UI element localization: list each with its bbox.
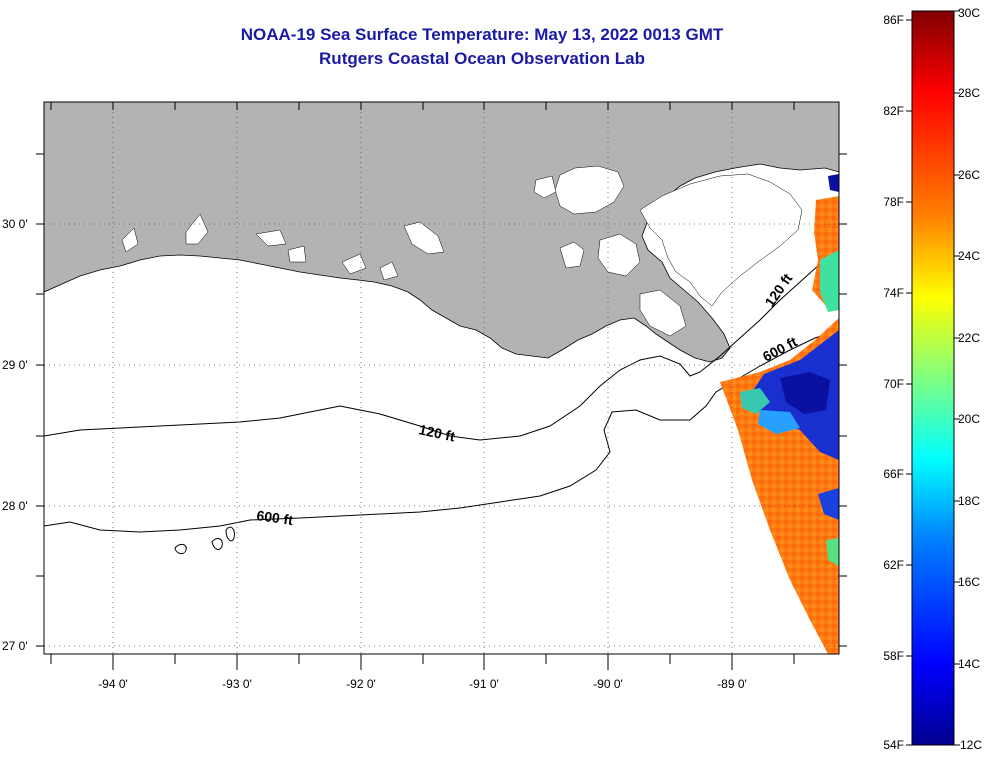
contour-label-120ft: 120 ft bbox=[417, 421, 456, 444]
colorbar-c-label: 30C bbox=[958, 6, 980, 20]
colorbar-c-label: 28C bbox=[958, 86, 980, 100]
colorbar-c-label: 24C bbox=[958, 249, 980, 263]
graticule bbox=[44, 102, 839, 654]
colorbar-f-label: 54F bbox=[883, 738, 904, 752]
lat-label: 27 0' bbox=[2, 639, 28, 653]
sst-swath bbox=[720, 174, 839, 654]
colorbar-f-label: 74F bbox=[883, 286, 904, 300]
colorbar-c-label: 20C bbox=[958, 412, 980, 426]
colorbar-c-label: 16C bbox=[958, 575, 980, 589]
map-border bbox=[43, 101, 840, 655]
colorbar-f-label: 66F bbox=[883, 467, 904, 481]
colorbar-c-label: 26C bbox=[958, 168, 980, 182]
colorbar-f-label: 78F bbox=[883, 195, 904, 209]
colorbar-c-label: 12C bbox=[960, 738, 982, 752]
lat-label: 28 0' bbox=[2, 499, 28, 513]
colorbar-f-label: 62F bbox=[883, 558, 904, 572]
lon-label: -91 0' bbox=[469, 677, 499, 691]
contour-label-600ft: 600 ft bbox=[256, 507, 295, 528]
lat-label: 30 0' bbox=[2, 217, 28, 231]
colorbar-c-label: 18C bbox=[958, 494, 980, 508]
lat-label: 29 0' bbox=[2, 358, 28, 372]
contour-120ft bbox=[44, 247, 839, 441]
map-subtitle: Rutgers Coastal Ocean Observation Lab bbox=[319, 49, 645, 68]
lon-label: -92 0' bbox=[346, 677, 376, 691]
lon-label: -94 0' bbox=[98, 677, 128, 691]
axis-ticks bbox=[36, 102, 847, 670]
lon-label: -90 0' bbox=[593, 677, 623, 691]
colorbar: 86F 82F 78F 74F 70F 66F 62F 58F 54F 30C … bbox=[883, 6, 982, 752]
colorbar-f-label: 58F bbox=[883, 649, 904, 663]
colorbar-gradient bbox=[911, 10, 955, 746]
colorbar-f-label: 86F bbox=[883, 13, 904, 27]
lon-label: -93 0' bbox=[222, 677, 252, 691]
map-plot-area bbox=[44, 102, 839, 654]
map-title: NOAA-19 Sea Surface Temperature: May 13,… bbox=[240, 25, 724, 44]
colorbar-c-label: 22C bbox=[958, 331, 980, 345]
colorbar-c-label: 14C bbox=[958, 657, 980, 671]
colorbar-f-label: 82F bbox=[883, 104, 904, 118]
lon-label: -89 0' bbox=[717, 677, 747, 691]
colorbar-f-label: 70F bbox=[883, 377, 904, 391]
inland-lakes bbox=[121, 165, 803, 337]
